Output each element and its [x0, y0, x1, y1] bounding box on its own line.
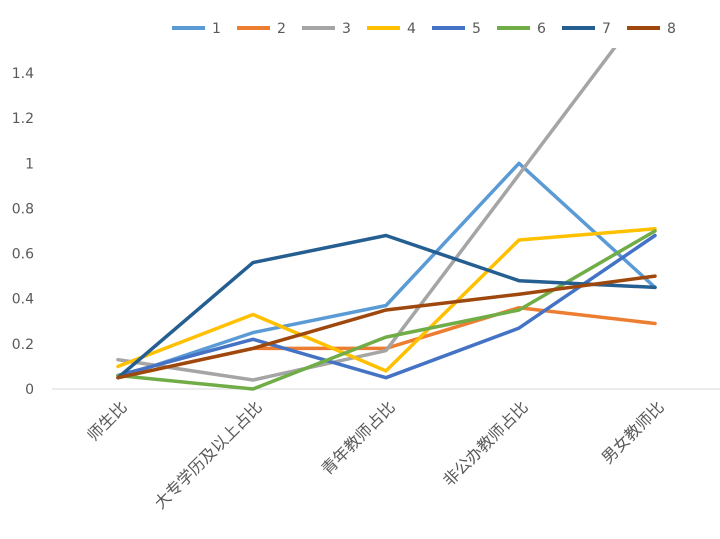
y-tick-label: 0.6	[12, 247, 34, 263]
series-line-1	[116, 161, 657, 380]
y-tick-label: 1.2	[12, 111, 34, 127]
legend-label: 2	[277, 21, 286, 37]
y-tick-label: 0.8	[12, 201, 34, 217]
series-line-8	[116, 274, 657, 380]
y-axis: 0 0.2 0.4 0.6 0.8 1 1.2 1.4	[12, 66, 34, 398]
series-line-4	[116, 227, 657, 373]
y-tick-label: 0.2	[12, 337, 34, 353]
series-layer	[116, 48, 657, 391]
y-tick-label: 0.4	[12, 292, 34, 308]
y-tick-label: 1	[25, 156, 34, 172]
y-tick-label: 1.4	[12, 66, 34, 82]
series-line-3	[116, 48, 617, 382]
legend-label: 5	[472, 21, 481, 37]
legend: 1 2 3 4 5 6 7 8	[172, 21, 676, 37]
legend-label: 3	[342, 21, 351, 37]
x-category-label: 青年教师占比	[318, 397, 399, 478]
legend-label: 8	[667, 21, 676, 37]
x-category-label: 男女教师比	[598, 397, 668, 467]
y-tick-label: 0	[25, 382, 34, 398]
series-line-5	[116, 233, 657, 380]
x-category-label: 师生比	[83, 397, 130, 444]
x-axis: 师生比 大专学历及以上占比 青年教师占比 非公办教师占比 男女教师比	[52, 388, 720, 513]
legend-label: 4	[407, 21, 416, 37]
legend-label: 1	[212, 21, 221, 37]
legend-label: 7	[602, 21, 611, 37]
series-line-7	[116, 233, 657, 380]
x-category-label: 大专学历及以上占比	[151, 397, 266, 512]
legend-label: 6	[537, 21, 546, 37]
x-category-label: 非公办教师占比	[439, 397, 532, 490]
series-line-2	[116, 305, 657, 380]
